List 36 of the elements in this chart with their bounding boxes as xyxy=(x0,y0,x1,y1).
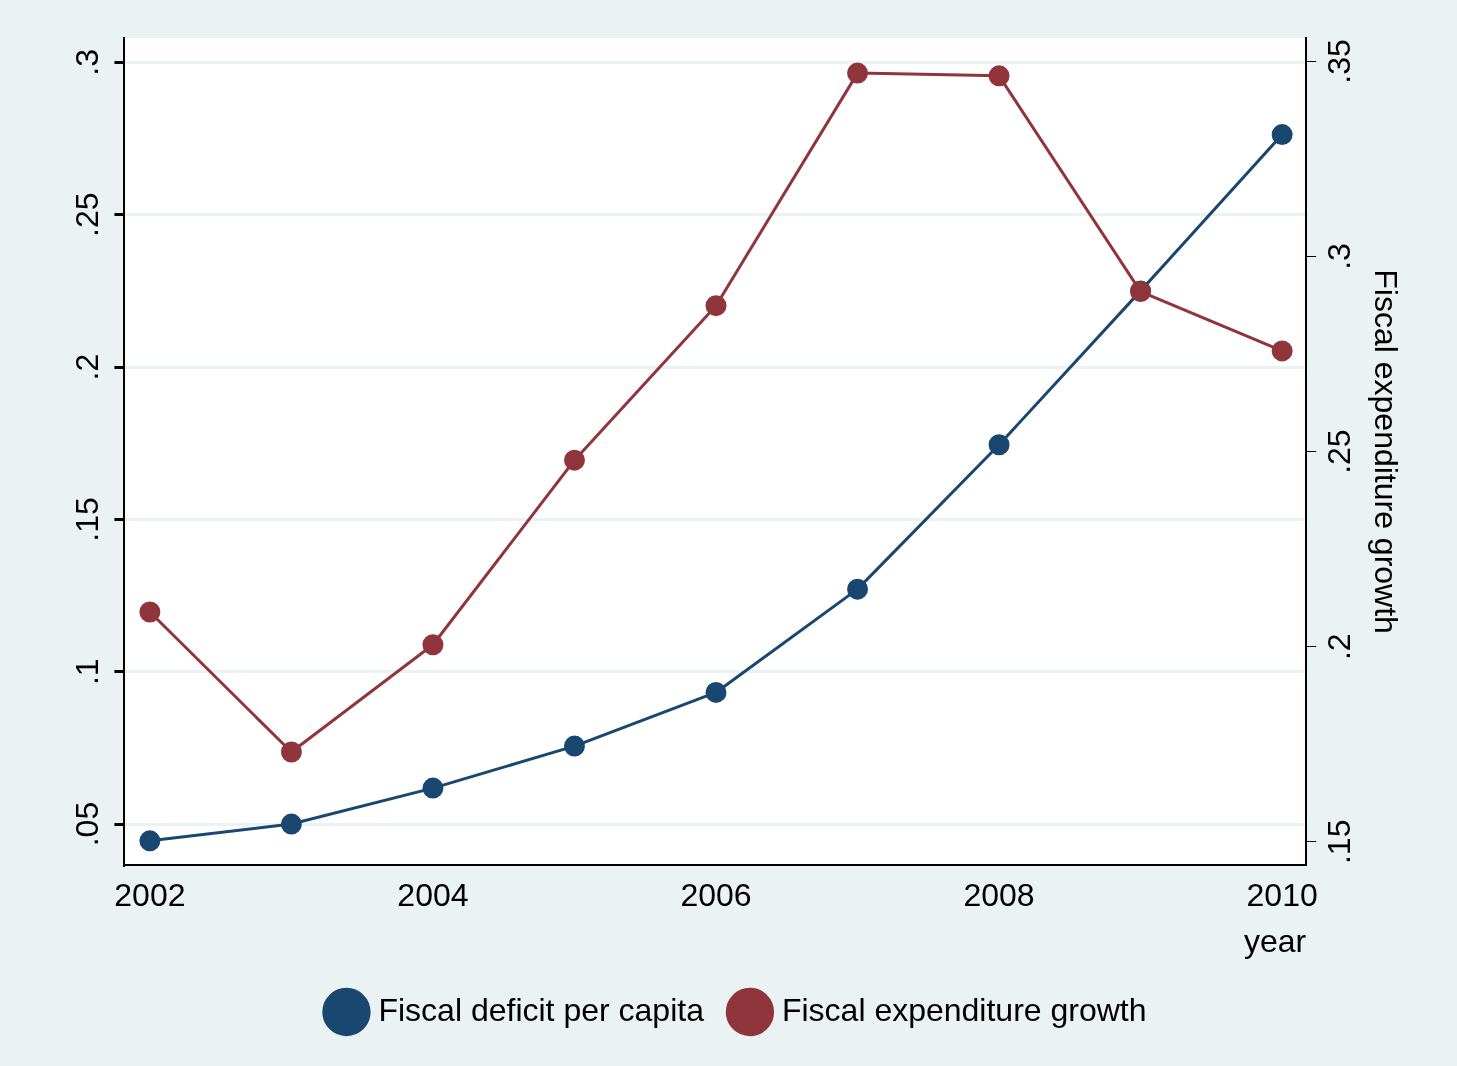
y-tick-label: .3 xyxy=(68,49,105,76)
point xyxy=(705,295,727,317)
point xyxy=(1271,340,1293,362)
x-tick-label: 2006 xyxy=(680,877,752,914)
legend-label: Fiscal expenditure growth xyxy=(781,991,1147,1028)
y2-tick-label: .35 xyxy=(1321,39,1358,84)
point xyxy=(988,65,1010,87)
y-tick-label: .05 xyxy=(68,801,105,847)
point xyxy=(563,735,585,757)
legend-label: Fiscal deficit per capita xyxy=(378,991,705,1028)
point xyxy=(280,741,302,763)
y-tick-label: .1 xyxy=(68,658,105,686)
x-tick-label: 2010 xyxy=(1246,877,1318,914)
y-tick-label: .15 xyxy=(68,497,105,542)
point xyxy=(139,830,161,852)
x-tick-label: 2004 xyxy=(397,877,469,914)
point xyxy=(847,62,869,84)
y2-tick-label: .15 xyxy=(1321,819,1358,865)
point xyxy=(422,634,444,656)
point xyxy=(705,681,727,703)
point xyxy=(1271,124,1293,146)
y2-tick-label: .2 xyxy=(1321,633,1358,661)
point xyxy=(280,813,302,835)
y2-axis-title: Fiscal expenditure growth xyxy=(1367,269,1404,634)
x-axis-title: year xyxy=(1243,922,1307,959)
point xyxy=(139,601,161,623)
y-tick-label: .25 xyxy=(68,192,105,237)
x-tick-label: 2008 xyxy=(963,877,1035,914)
y2-tick-label: .3 xyxy=(1321,243,1358,270)
point xyxy=(563,449,585,471)
point xyxy=(847,578,869,600)
y-tick-label: .2 xyxy=(68,353,105,381)
point xyxy=(988,434,1010,456)
x-tick-label: 2002 xyxy=(114,877,186,914)
point xyxy=(422,777,444,799)
y2-tick-label: .25 xyxy=(1321,429,1358,474)
